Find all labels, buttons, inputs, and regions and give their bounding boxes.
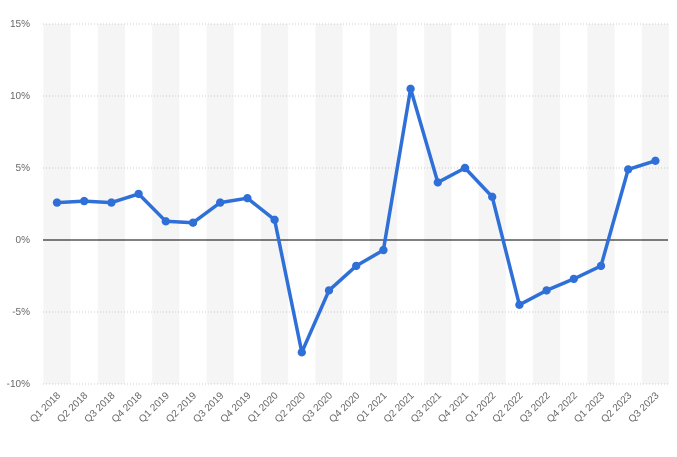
x-tick-label: Q3 2023 [627,390,662,425]
column-band [261,24,289,384]
data-point[interactable] [161,217,170,226]
data-point[interactable] [488,192,497,201]
grid-lines [43,23,668,385]
data-point[interactable] [596,261,606,271]
y-tick-label: 15% [10,19,30,30]
data-point[interactable] [651,156,660,165]
data-point[interactable] [134,189,143,199]
y-tick-label: -5% [12,307,30,318]
data-point[interactable] [406,84,415,94]
data-point[interactable] [515,300,524,309]
column-band [641,24,669,384]
data-point[interactable] [460,163,470,173]
series-line [55,87,658,355]
column-band [424,24,452,384]
column-band [587,24,615,384]
data-point[interactable] [297,348,306,357]
y-axis-labels: -10% -5% 0% 5% 10% 15% [7,19,30,390]
data-point[interactable] [352,261,361,271]
data-point[interactable] [324,286,334,295]
series-layer [52,84,660,357]
data-point[interactable] [52,198,62,207]
data-point[interactable] [542,286,551,295]
column-band [533,24,561,384]
data-point[interactable] [107,198,116,207]
y-tick-label: 5% [16,163,31,174]
column-band [315,24,343,384]
data-point[interactable] [243,194,252,203]
column-band [478,24,506,384]
column-bands [43,24,669,384]
data-point[interactable] [433,178,442,187]
y-tick-label: 10% [10,91,30,102]
data-point[interactable] [270,215,279,224]
data-point[interactable] [624,165,633,174]
data-point[interactable] [379,245,388,255]
data-point[interactable] [80,196,89,206]
y-tick-label: -10% [7,379,30,390]
data-point[interactable] [188,218,198,227]
data-point[interactable] [216,198,225,207]
data-point[interactable] [569,274,578,284]
column-band [152,24,180,384]
y-tick-label: 0% [16,235,31,246]
